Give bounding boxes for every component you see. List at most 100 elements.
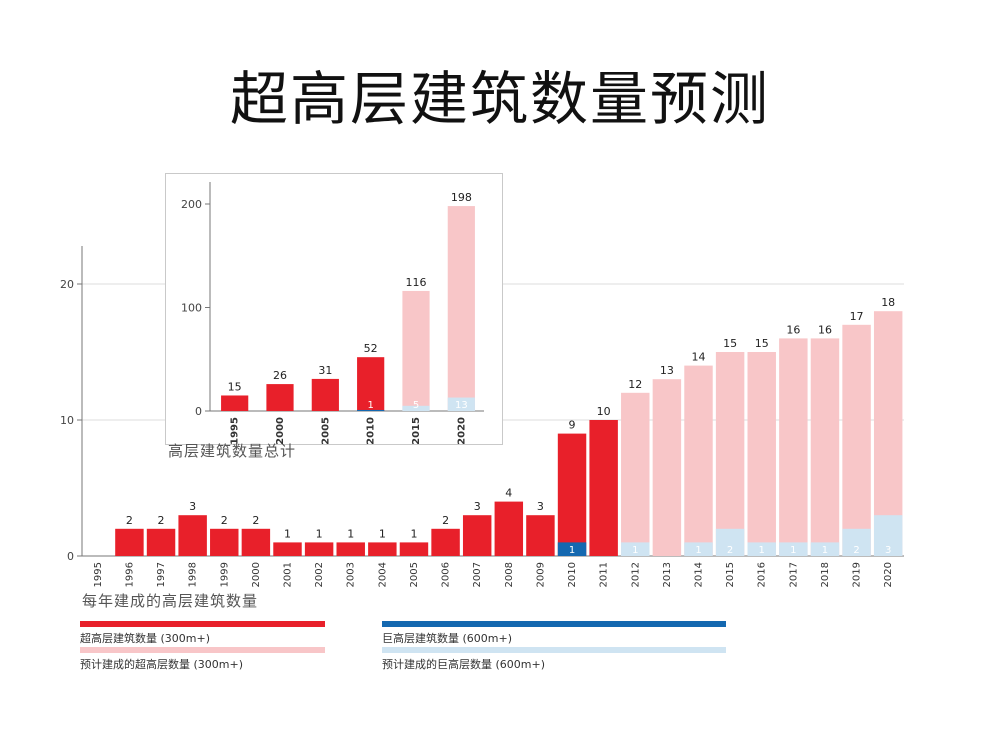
bar-value-2009: 3 (537, 500, 544, 513)
x-tick-label-1995: 1995 (230, 417, 241, 444)
x-tick-label-2003: 2003 (346, 562, 357, 587)
mega-value-2018: 1 (822, 545, 828, 556)
bar-value-2000: 2 (252, 514, 259, 527)
x-tick-label-2014: 2014 (694, 562, 705, 587)
bar-value-2001: 1 (284, 527, 291, 540)
bar-value-1999: 2 (221, 514, 228, 527)
x-tick-label-2000: 2000 (251, 562, 262, 587)
y-tick-label-2: 200 (181, 198, 202, 211)
bar-2001 (273, 542, 302, 556)
mega-value-2015: 2 (727, 545, 733, 556)
x-tick-label-2017: 2017 (788, 562, 799, 587)
x-tick-label-2015: 2015 (411, 417, 422, 444)
mega-value-2020: 3 (885, 545, 891, 556)
bar-value-2004: 1 (379, 527, 386, 540)
bar-value-2007: 3 (474, 500, 481, 513)
mega-value-2016: 1 (759, 545, 765, 556)
x-tick-label-2006: 2006 (441, 562, 452, 587)
mega-bar-2010 (557, 542, 587, 556)
y-tick-label-1: 10 (60, 414, 74, 427)
bar-2011 (589, 420, 618, 556)
x-tick-label-2010: 2010 (567, 562, 578, 587)
x-tick-label-2019: 2019 (852, 562, 863, 587)
legend-swatch-planned-600 (382, 647, 726, 653)
cumulative-chart-caption: 高层建筑数量总计 (168, 442, 297, 460)
bar-2009 (526, 515, 555, 556)
y-tick-label-0: 0 (195, 405, 202, 418)
bar-value-2002: 1 (316, 527, 323, 540)
bar-2017 (779, 338, 808, 556)
annual-bar-chart: 0102019952199621997319982199922000120011… (60, 246, 904, 587)
bar-value-2006: 2 (442, 514, 449, 527)
bar-2005 (399, 542, 429, 556)
legend-label-planned-600: 预计建成的巨高层数量 (600m+) (382, 658, 546, 671)
bar-2014 (684, 365, 713, 556)
bar-value-1996: 2 (126, 514, 133, 527)
bar-2016 (747, 352, 776, 556)
x-tick-label-1996: 1996 (124, 562, 135, 587)
bar-value-2020: 198 (451, 191, 472, 204)
bar-value-2015: 116 (406, 276, 427, 289)
x-tick-label-2010: 2010 (366, 417, 377, 444)
x-tick-label-2016: 2016 (757, 562, 768, 587)
mega-bar-2012 (621, 542, 650, 556)
bar-2010 (357, 357, 385, 411)
legend-label-planned-300: 预计建成的超高层数量 (300m+) (80, 658, 244, 671)
x-tick-label-2020: 2020 (883, 562, 894, 587)
bar-2003 (336, 542, 365, 556)
legend-swatch-built-600 (382, 621, 726, 627)
bar-2000 (266, 384, 294, 411)
bar-value-2013: 13 (660, 364, 674, 377)
x-tick-label-1997: 1997 (156, 562, 167, 587)
mega-bar-2016 (747, 542, 776, 556)
page-title: 超高层建筑数量预测 (229, 65, 770, 133)
mega-value-2014: 1 (695, 545, 701, 556)
mega-bar-2019 (842, 528, 871, 556)
bar-2015 (715, 352, 745, 556)
bar-value-2015: 15 (723, 337, 737, 350)
mega-bar-2018 (810, 542, 840, 556)
mega-value-2017: 1 (790, 545, 796, 556)
annual-chart-caption: 每年建成的高层建筑数量 (82, 592, 259, 610)
bar-2005 (311, 378, 339, 411)
x-tick-label-2011: 2011 (599, 562, 610, 587)
legend-label-built-300: 超高层建筑数量 (300m+) (80, 632, 211, 645)
bar-value-1998: 3 (189, 500, 196, 513)
inset-panel: 0 100 200 15 1995 26 2000 31 2005 52 1 2010 116 5 2015… (165, 173, 503, 445)
x-tick-label-2005: 2005 (320, 417, 331, 444)
bar-2002 (304, 542, 334, 556)
x-tick-label-2020: 2020 (456, 417, 467, 444)
bar-value-2019: 17 (850, 310, 864, 323)
mega-bar-2015 (402, 405, 430, 411)
y-tick-label-0: 0 (67, 550, 74, 563)
bar-2015 (402, 290, 430, 411)
bar-value-2005: 31 (318, 364, 332, 377)
bar-2007 (462, 515, 492, 556)
bar-value-2003: 1 (347, 527, 354, 540)
bar-value-1995: 15 (228, 380, 242, 393)
mega-value-2019: 2 (853, 545, 859, 556)
bar-1996 (115, 528, 144, 556)
legend-label-built-600: 巨高层建筑数量 (600m+) (382, 632, 513, 645)
cumulative-bar-chart: 0 100 200 15 1995 26 2000 31 2005 52 1 2010 116 5 2015… (181, 182, 484, 444)
mega-bar-2017 (779, 542, 808, 556)
bar-value-2000: 26 (273, 369, 287, 382)
x-tick-label-2008: 2008 (504, 562, 515, 587)
x-tick-label-2009: 2009 (535, 562, 546, 587)
bar-value-2010: 9 (569, 419, 576, 432)
legend-item-planned-300: 预计建成的超高层数量 (300m+) (80, 647, 325, 672)
x-tick-label-2012: 2012 (630, 562, 641, 587)
mega-bar-2020 (873, 515, 903, 556)
bar-2006 (431, 528, 460, 556)
y-tick-label-2: 20 (60, 278, 74, 291)
x-tick-label-2013: 2013 (662, 562, 673, 587)
x-tick-label-2004: 2004 (377, 562, 388, 587)
mega-value-2020: 13 (455, 400, 468, 411)
x-tick-label-2018: 2018 (820, 562, 831, 587)
legend-item-built-300: 超高层建筑数量 (300m+) (80, 621, 325, 646)
bar-value-2016: 15 (755, 337, 769, 350)
bar-1997 (146, 528, 176, 556)
bar-value-2012: 12 (628, 378, 642, 391)
bar-2020 (447, 206, 475, 411)
bar-1995 (221, 395, 249, 411)
